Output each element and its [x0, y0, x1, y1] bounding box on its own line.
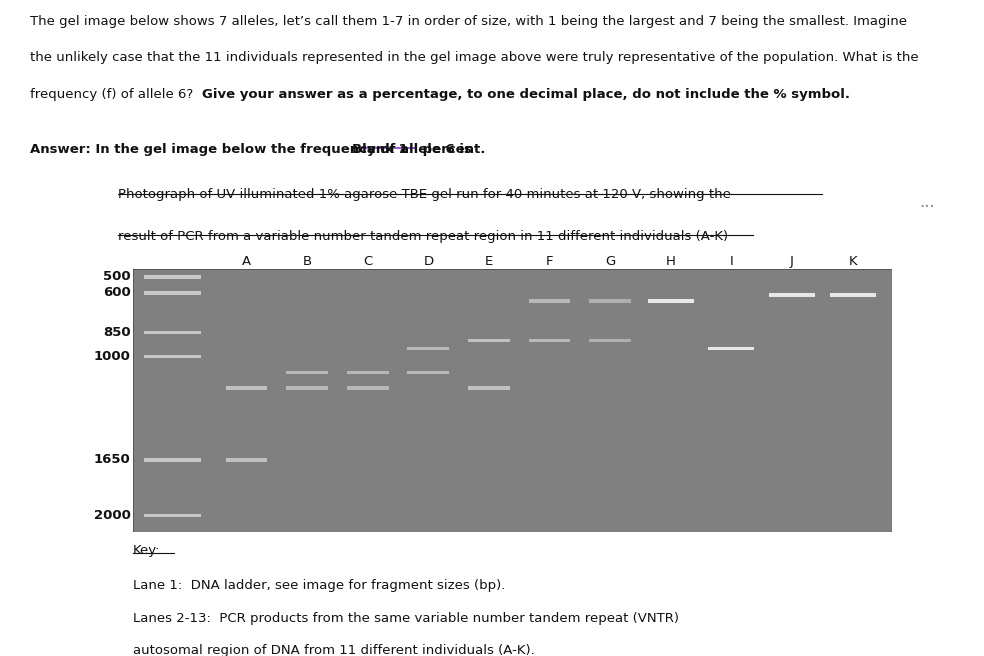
Bar: [528, 299, 571, 302]
Bar: [145, 275, 201, 279]
Text: frequency (f) of allele 6?: frequency (f) of allele 6?: [30, 88, 197, 101]
Text: K: K: [848, 255, 857, 268]
Text: 500: 500: [103, 270, 131, 283]
Text: H: H: [666, 255, 676, 268]
Bar: [225, 386, 268, 390]
Bar: [831, 293, 874, 297]
Text: 1000: 1000: [93, 350, 131, 363]
Bar: [145, 291, 201, 295]
Text: F: F: [546, 255, 553, 268]
Bar: [347, 386, 389, 390]
Bar: [468, 386, 510, 390]
Bar: [647, 299, 694, 302]
Bar: [407, 371, 449, 374]
Text: C: C: [363, 255, 372, 268]
Text: J: J: [790, 255, 794, 268]
Text: Give your answer as a percentage, to one decimal place, do not include the % sym: Give your answer as a percentage, to one…: [202, 88, 850, 101]
Bar: [710, 347, 752, 350]
Bar: [830, 293, 876, 297]
Text: A: A: [242, 255, 251, 268]
Bar: [528, 338, 571, 342]
Text: I: I: [729, 255, 733, 268]
Bar: [407, 347, 449, 350]
Text: result of PCR from a variable number tandem repeat region in 11 different indivi: result of PCR from a variable number tan…: [118, 230, 728, 243]
Bar: [145, 514, 201, 518]
Bar: [145, 354, 201, 358]
Text: Key:: Key:: [133, 544, 160, 557]
Text: 1650: 1650: [94, 453, 131, 466]
Text: Photograph of UV illuminated 1% agarose TBE gel run for 40 minutes at 120 V, sho: Photograph of UV illuminated 1% agarose …: [118, 188, 731, 201]
Text: the unlikely case that the 11 individuals represented in the gel image above wer: the unlikely case that the 11 individual…: [30, 51, 918, 64]
Text: 850: 850: [103, 326, 131, 339]
Bar: [286, 371, 328, 374]
Bar: [589, 338, 631, 342]
Text: Blank 1: Blank 1: [352, 143, 408, 156]
Text: Lanes 2-13:  PCR products from the same variable number tandem repeat (VNTR): Lanes 2-13: PCR products from the same v…: [133, 613, 679, 625]
Text: D: D: [423, 255, 433, 268]
Text: The gel image below shows 7 alleles, let’s call them 1-7 in order of size, with : The gel image below shows 7 alleles, let…: [30, 14, 906, 28]
Text: 2000: 2000: [93, 509, 131, 522]
Bar: [286, 386, 328, 390]
Bar: [650, 299, 692, 302]
Text: E: E: [485, 255, 493, 268]
Text: G: G: [605, 255, 615, 268]
Bar: [468, 338, 510, 342]
Bar: [771, 293, 813, 297]
Bar: [145, 458, 201, 462]
Text: autosomal region of DNA from 11 different individuals (A-K).: autosomal region of DNA from 11 differen…: [133, 644, 534, 656]
Text: 600: 600: [103, 286, 131, 299]
Bar: [708, 347, 755, 350]
Text: Lane 1:  DNA ladder, see image for fragment sizes (bp).: Lane 1: DNA ladder, see image for fragme…: [133, 579, 505, 592]
Text: percent.: percent.: [418, 143, 485, 156]
Bar: [145, 331, 201, 335]
Text: B: B: [302, 255, 312, 268]
Bar: [769, 293, 815, 297]
Bar: [589, 299, 631, 302]
Text: Answer: In the gel image below the frequency of allele 6 is: Answer: In the gel image below the frequ…: [30, 143, 476, 156]
Bar: [347, 371, 389, 374]
Bar: [225, 458, 268, 462]
Text: ...: ...: [919, 193, 935, 211]
